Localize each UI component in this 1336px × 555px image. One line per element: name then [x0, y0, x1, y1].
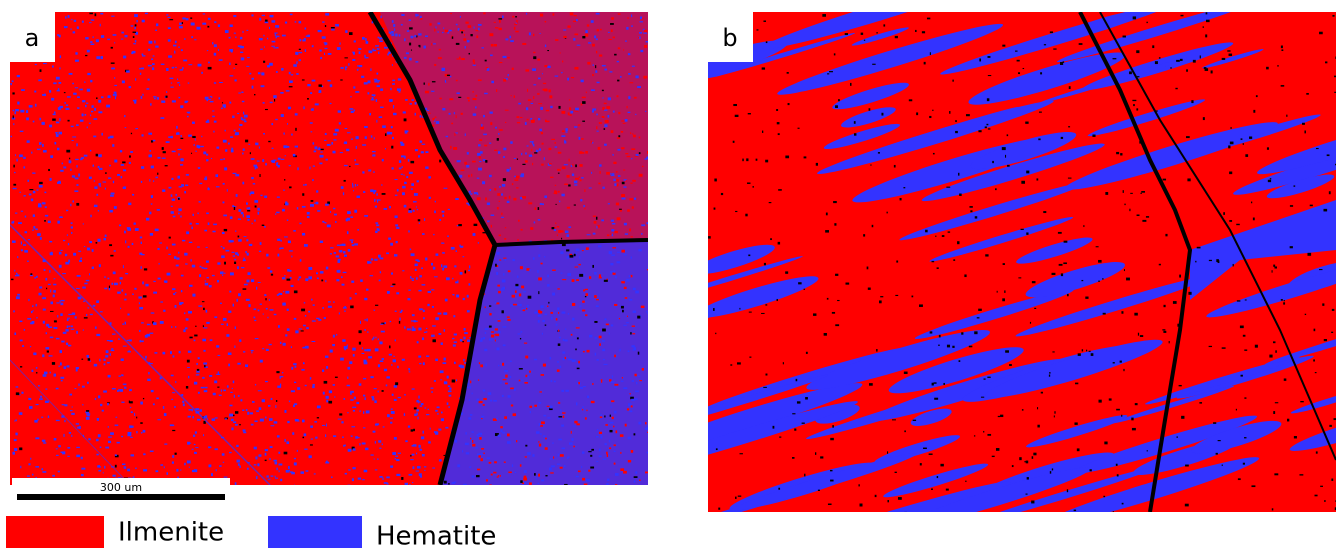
- panel-label: b: [722, 24, 737, 52]
- scale-label: 300 um: [100, 481, 142, 494]
- scale-bar: [17, 494, 225, 500]
- legend-swatch: [268, 516, 362, 548]
- panel-label: a: [25, 24, 40, 52]
- phase-map-a: [10, 12, 652, 487]
- legend-swatch: [6, 516, 104, 548]
- phase-map-b: [618, 0, 1336, 551]
- legend-label: Hematite: [376, 522, 496, 552]
- legend-label: Ilmenite: [118, 518, 224, 548]
